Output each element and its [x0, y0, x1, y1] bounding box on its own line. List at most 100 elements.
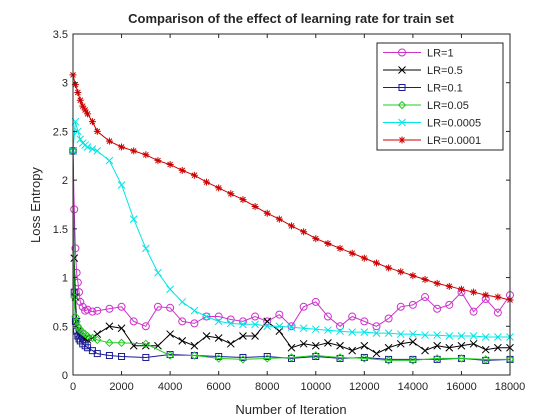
data-point: [275, 215, 283, 223]
y-tick-label: 1.5: [53, 224, 68, 236]
data-point: [336, 244, 344, 252]
data-point: [215, 184, 223, 192]
y-tick-label: 1: [62, 273, 68, 285]
series-layer: [68, 71, 515, 365]
legend-item: LR=0.1: [383, 83, 463, 95]
data-point: [384, 314, 393, 323]
y-tick-label: 3: [62, 78, 68, 90]
data-point: [141, 244, 150, 253]
data-point: [469, 332, 478, 340]
data-point: [335, 353, 345, 362]
data-point: [445, 343, 454, 352]
data-point: [251, 320, 259, 329]
data-point: [190, 306, 199, 315]
data-point: [287, 353, 296, 362]
data-point: [93, 147, 102, 155]
data-point: [396, 302, 405, 311]
data-point: [93, 350, 101, 358]
data-point: [166, 303, 175, 312]
data-point: [93, 127, 101, 135]
data-point: [117, 302, 126, 311]
y-axis-label: Loss Entropy: [28, 167, 43, 243]
data-point: [83, 143, 92, 151]
data-point: [129, 215, 138, 223]
data-point: [323, 312, 332, 321]
legend-label: LR=0.1: [427, 83, 463, 95]
data-point: [202, 332, 211, 340]
data-point: [202, 312, 211, 321]
data-point: [409, 272, 417, 280]
data-point: [421, 293, 430, 302]
data-point: [117, 324, 126, 333]
data-point: [214, 334, 223, 342]
data-point: [421, 331, 429, 339]
data-point: [251, 332, 259, 340]
legend-label: LR=0.0005: [427, 118, 481, 130]
data-point: [433, 304, 442, 313]
data-point: [396, 330, 405, 338]
data-point: [83, 331, 92, 341]
data-point: [154, 268, 162, 277]
plot-frame: [72, 33, 511, 376]
data-point: [287, 323, 296, 332]
legend-swatch-marker: [398, 136, 406, 144]
data-point: [457, 354, 466, 363]
data-point: [348, 328, 357, 336]
series-4: [68, 146, 515, 365]
data-point: [384, 356, 393, 365]
data-point: [493, 308, 502, 317]
data-point: [445, 300, 454, 309]
legend-swatch-marker: [398, 118, 406, 127]
data-point: [117, 181, 126, 189]
data-point: [311, 297, 320, 306]
data-point: [202, 312, 211, 321]
data-point: [83, 305, 92, 314]
data-point: [178, 317, 187, 326]
data-point: [239, 320, 247, 329]
data-point: [105, 322, 114, 331]
data-point: [239, 332, 247, 340]
data-point: [88, 307, 97, 316]
data-point: [311, 351, 320, 360]
data-point: [214, 317, 223, 326]
data-point: [142, 151, 150, 159]
data-point: [71, 81, 79, 89]
series-5: [69, 117, 514, 341]
x-tick-label: 10000: [300, 381, 331, 393]
data-point: [76, 96, 84, 104]
legend-item: LR=0.0001: [383, 135, 481, 147]
data-point: [494, 343, 502, 352]
legend-item: LR=1: [383, 48, 454, 60]
data-point: [70, 205, 79, 214]
data-point: [190, 171, 198, 179]
data-point: [166, 161, 174, 169]
data-point: [239, 353, 247, 361]
legend-swatch-marker: [398, 48, 406, 57]
x-tick-label: 2000: [109, 381, 133, 393]
legend-item: LR=0.0005: [383, 118, 481, 130]
data-point: [190, 341, 199, 350]
data-point: [74, 88, 82, 96]
y-tick-label: 0.5: [53, 321, 68, 333]
data-point: [178, 166, 186, 174]
data-point: [360, 341, 369, 350]
data-point: [408, 300, 417, 309]
data-point: [215, 352, 223, 360]
data-point: [421, 346, 429, 355]
data-point: [299, 339, 308, 348]
data-point: [481, 355, 490, 364]
y-tick-label: 3.5: [53, 29, 68, 41]
x-tick-label: 6000: [206, 381, 230, 393]
legend-item: LR=0.05: [383, 100, 469, 112]
data-point: [118, 143, 126, 151]
data-point: [79, 102, 87, 110]
legend: LR=1 LR=0.5 LR=0.1 LR=0.05 LR=0.0005 LR=0.000…: [376, 42, 504, 151]
data-point: [324, 338, 332, 347]
ticks-layer: 0 2000 4000 6000 8000 10000 12000 14000 16000 180…: [53, 29, 526, 393]
data-point: [166, 330, 174, 338]
data-point: [203, 178, 211, 186]
data-point: [360, 354, 369, 363]
data-point: [287, 322, 296, 331]
data-point: [409, 330, 417, 338]
